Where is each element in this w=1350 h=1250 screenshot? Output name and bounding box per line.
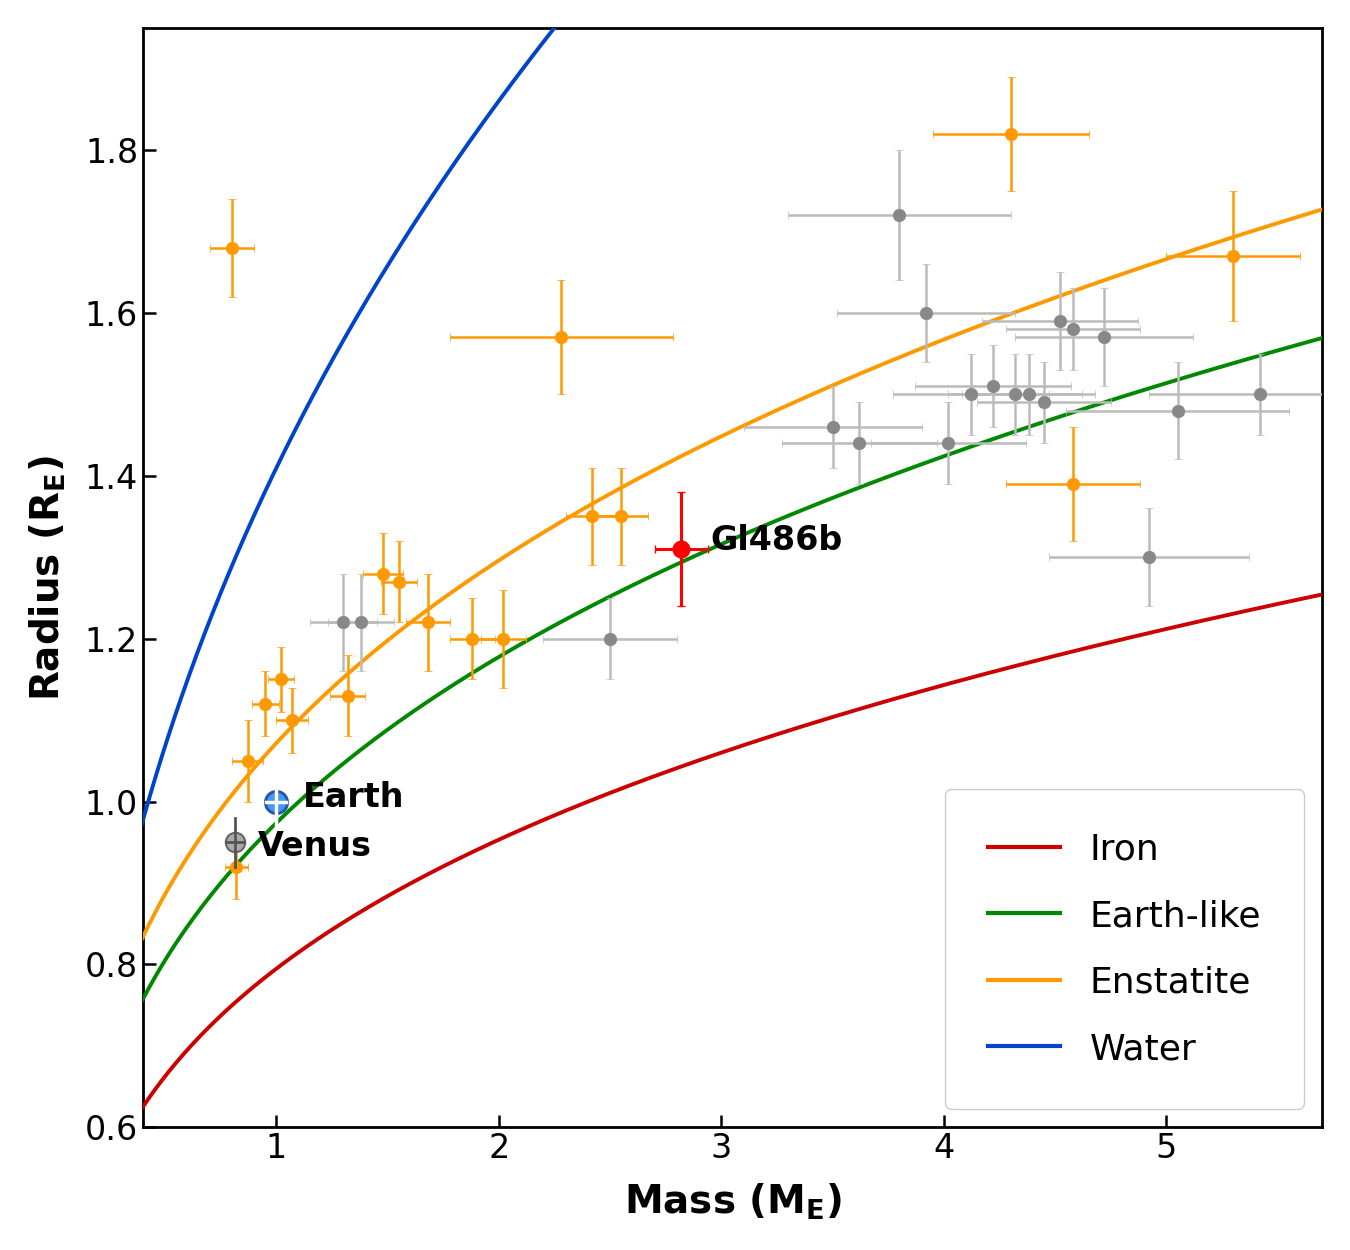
Legend: Iron, Earth-like, Enstatite, Water: Iron, Earth-like, Enstatite, Water: [945, 789, 1304, 1109]
Text: Gl486b: Gl486b: [710, 525, 842, 558]
Text: Earth: Earth: [304, 781, 405, 814]
Y-axis label: Radius (R$_\mathregular{E}$): Radius (R$_\mathregular{E}$): [28, 455, 68, 700]
X-axis label: Mass (M$_\mathregular{E}$): Mass (M$_\mathregular{E}$): [624, 1182, 841, 1222]
Text: Venus: Venus: [258, 830, 371, 862]
